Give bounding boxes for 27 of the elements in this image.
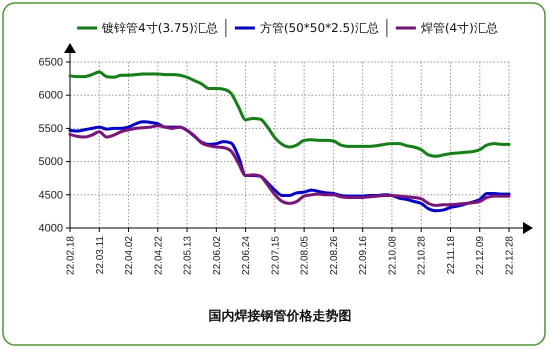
legend-label: 镀锌管4寸(3.75)汇总 [101,21,218,36]
y-tick-label: 4000 [38,222,63,235]
x-tick-label: 22.10.28 [416,236,428,275]
x-tick-label: 22.06.24 [241,236,252,275]
legend-label: 方管(50*50*2.5)汇总 [260,21,379,36]
line-series [68,70,510,158]
x-tick-label: 22.02.18 [66,236,76,275]
x-tick-label: 22.10.08 [387,236,398,275]
x-tick-label: 22.08.05 [300,236,311,275]
y-tick-label: 5000 [38,156,63,168]
x-tick-label: 22.09.16 [358,236,370,275]
y-tick-label: 4500 [38,189,63,202]
y-tick-label: 6500 [38,56,63,69]
x-tick-label: 22.11.18 [446,236,457,274]
y-tick-label: 6000 [38,90,63,102]
text: 国内焊接钢管价格走势图 [208,308,352,324]
x-tick-label: 22.05.13 [182,236,194,275]
legend-label: 焊管(4寸)汇总 [420,21,498,36]
x-tick-label: 22.08.26 [328,236,340,275]
x-tick-label: 22.04.02 [124,236,136,275]
x-tick-label: 22.12.28 [504,236,516,275]
x-tick-label: 22.03.11 [94,236,106,274]
x-tick-label: 22.06.02 [212,236,223,275]
x-tick-label: 22.12.09 [475,236,486,275]
x-tick-label: 22.04.22 [153,236,164,275]
y-tick-label: 5500 [38,122,63,135]
x-tick-label: 22.07.15 [270,236,282,275]
